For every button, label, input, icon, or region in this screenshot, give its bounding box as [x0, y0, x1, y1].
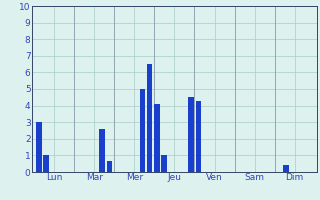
Bar [147, 64, 152, 172]
Bar [100, 129, 105, 172]
Bar [140, 89, 145, 172]
Bar [196, 101, 201, 172]
Bar [188, 97, 194, 172]
Bar [36, 122, 42, 172]
Bar [283, 165, 289, 172]
Bar [43, 155, 49, 172]
Bar [154, 104, 160, 172]
Bar [107, 161, 112, 172]
Bar [161, 155, 167, 172]
